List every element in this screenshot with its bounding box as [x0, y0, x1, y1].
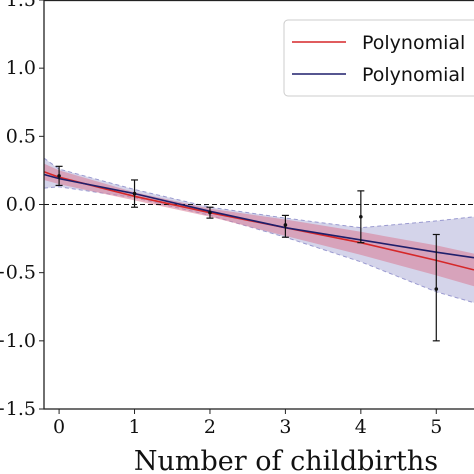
y-tick-label-2: 0.5: [6, 125, 36, 147]
y-tick-label-6: −1.5: [0, 398, 36, 420]
band-fill-red: [44, 163, 474, 287]
fitted-lines: [43, 171, 474, 271]
y-tick-label-0: 1.5: [6, 0, 36, 11]
data-point-0: [57, 174, 61, 178]
band-edge-blue-upper: [43, 157, 474, 229]
legend-label-red: Polynomial: [362, 32, 465, 54]
series-line-blue: [43, 173, 474, 259]
band-edge-blue-lower: [43, 186, 474, 304]
x-tick-label-0: 0: [53, 416, 65, 438]
data-point-1: [132, 191, 137, 196]
data-point-3: [283, 223, 288, 227]
x-axis-ticks: 0 1 2 3 4 5: [53, 409, 442, 438]
y-tick-label-1: 1.0: [6, 57, 36, 79]
x-tick-label-5: 5: [430, 416, 442, 438]
legend-label-blue: Polynomial: [362, 64, 465, 86]
data-point-4: [359, 214, 363, 219]
legend: Polynomial Polynomial: [283, 19, 474, 97]
x-axis-title: Number of childbirths: [134, 446, 438, 474]
data-point-2: [208, 210, 212, 215]
y-tick-label-4: −0.5: [0, 262, 36, 284]
legend-box: [283, 19, 474, 97]
data-point-5: [434, 287, 439, 291]
y-axis-ticks: 1.5 1.0 0.5 0.0 −0.5 −1.0 −1.5: [0, 0, 44, 420]
confidence-bands: [43, 157, 474, 304]
y-tick-label-3: 0.0: [6, 194, 36, 216]
x-tick-label-4: 4: [355, 416, 367, 438]
error-bars: [55, 165, 440, 342]
x-tick-label-3: 3: [279, 416, 291, 438]
y-tick-label-5: −1.0: [0, 330, 36, 352]
band-fill-blue: [44, 158, 474, 303]
x-tick-label-2: 2: [204, 416, 216, 438]
x-tick-label-1: 1: [128, 416, 140, 438]
